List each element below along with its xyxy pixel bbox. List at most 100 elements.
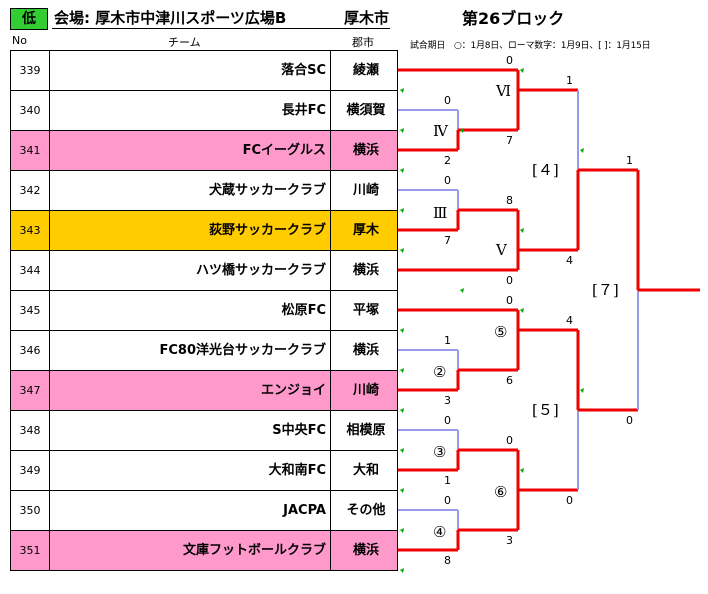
match-marker (400, 488, 404, 493)
team-area: 横浜 (352, 543, 379, 558)
score: 0 (444, 174, 451, 187)
score: 0 (444, 494, 451, 507)
match-marker (400, 568, 404, 573)
match-marker (400, 248, 404, 253)
team-no: 348 (11, 411, 50, 450)
score: 7 (506, 134, 513, 147)
team-area: 相模原 (346, 423, 386, 438)
team-name: 大和南FC (51, 451, 331, 490)
column-header-team: チーム (168, 36, 201, 49)
team-no: 344 (11, 251, 50, 290)
match-marker (580, 148, 584, 153)
match-marker (400, 528, 404, 533)
team-no: 351 (11, 531, 50, 570)
round-label-5: ⑤ (494, 323, 507, 341)
match-marker (580, 388, 584, 393)
venue-label: 会場: 厚木市中津川スポーツ広場B (54, 9, 287, 27)
team-area: 厚木 (352, 223, 379, 238)
team-name: FC80洋光台サッカークラブ (51, 331, 331, 370)
match-marker (400, 368, 404, 373)
score: 1 (444, 474, 451, 487)
score: 6 (506, 374, 513, 387)
team-table: 339 落合SC 綾瀬 340 長井FC 横須賀 341 FCイーグルス 横浜 342 犬蔵サ… (10, 50, 398, 571)
score: 0 (506, 54, 513, 67)
team-no: 350 (11, 491, 50, 530)
round-label-sq5: [５] (532, 401, 559, 419)
team-name: エンジョイ (51, 371, 331, 410)
match-marker (400, 448, 404, 453)
team-no: 339 (11, 51, 50, 90)
team-area: 横須賀 (346, 103, 386, 118)
match-marker (460, 128, 464, 133)
team-area: 横浜 (352, 143, 379, 158)
round-label-VI: Ⅵ (495, 82, 511, 100)
round-label-3: ③ (433, 443, 446, 461)
round-label-IV: Ⅳ (433, 122, 449, 140)
match-marker (400, 128, 404, 133)
match-marker (400, 208, 404, 213)
round-label-V: Ⅴ (495, 241, 508, 259)
score: 0 (444, 94, 451, 107)
match-marker (520, 308, 524, 313)
score: 0 (566, 494, 573, 507)
table-row: 349 大和南FC 大和 (10, 451, 398, 491)
match-marker (520, 468, 524, 473)
table-row: 351 文庫フットボールクラブ 横浜 (10, 531, 398, 571)
round-label-2: ② (433, 363, 446, 381)
round-label-sq4: [４] (532, 161, 559, 179)
match-marker (400, 408, 404, 413)
match-marker (400, 328, 404, 333)
team-no: 341 (11, 131, 50, 170)
team-name: 文庫フットボールクラブ (51, 531, 331, 570)
table-row: 350 JACPA その他 (10, 491, 398, 531)
team-area: 綾瀬 (352, 63, 379, 78)
team-no: 345 (11, 291, 50, 330)
bracket-markers (400, 68, 584, 573)
bracket-lines (398, 68, 700, 552)
team-no: 349 (11, 451, 50, 490)
score: 8 (444, 554, 451, 567)
team-area: 川崎 (352, 383, 379, 398)
table-row: 342 犬蔵サッカークラブ 川崎 (10, 171, 398, 211)
match-marker (460, 288, 464, 293)
team-name: FCイーグルス (51, 131, 331, 170)
match-marker (520, 68, 524, 73)
team-area: その他 (346, 503, 386, 518)
table-row: 347 エンジョイ 川崎 (10, 371, 398, 411)
table-row: 343 荻野サッカークラブ 厚木 (10, 211, 398, 251)
team-area: 横浜 (352, 263, 379, 278)
score: 0 (626, 414, 633, 427)
team-area: 大和 (352, 463, 379, 478)
table-row: 339 落合SC 綾瀬 (10, 51, 398, 91)
table-row: 344 ハツ橋サッカークラブ 横浜 (10, 251, 398, 291)
team-name: S中央FC (51, 411, 331, 450)
score: 8 (506, 194, 513, 207)
score: 0 (506, 274, 513, 287)
table-row: 341 FCイーグルス 横浜 (10, 131, 398, 171)
team-name: 犬蔵サッカークラブ (51, 171, 331, 210)
column-header-area: 郡市 (352, 36, 374, 49)
team-area: 川崎 (352, 183, 379, 198)
round-label-III: Ⅲ (433, 204, 447, 222)
round-label-sq7: [７] (592, 281, 619, 299)
table-row: 340 長井FC 横須賀 (10, 91, 398, 131)
schedule-legend: 試合期日 ○：1月8日、ローマ数字：1月9日、[ ]：1月15日 (410, 41, 651, 51)
score: 0 (444, 414, 451, 427)
score: 0 (506, 294, 513, 307)
score: 1 (626, 154, 633, 167)
team-name: 松原FC (51, 291, 331, 330)
team-name: 長井FC (51, 91, 331, 130)
category-badge: 低 (10, 8, 48, 30)
team-no: 340 (11, 91, 50, 130)
round-label-6: ⑥ (494, 483, 507, 501)
match-marker (400, 168, 404, 173)
table-row: 345 松原FC 平塚 (10, 291, 398, 331)
table-row: 346 FC80洋光台サッカークラブ 横浜 (10, 331, 398, 371)
city-label: 厚木市 (344, 9, 390, 27)
score: 2 (444, 154, 451, 167)
score: 4 (566, 314, 573, 327)
team-name: ハツ橋サッカークラブ (51, 251, 331, 290)
table-row: 348 S中央FC 相模原 (10, 411, 398, 451)
match-marker (400, 88, 404, 93)
